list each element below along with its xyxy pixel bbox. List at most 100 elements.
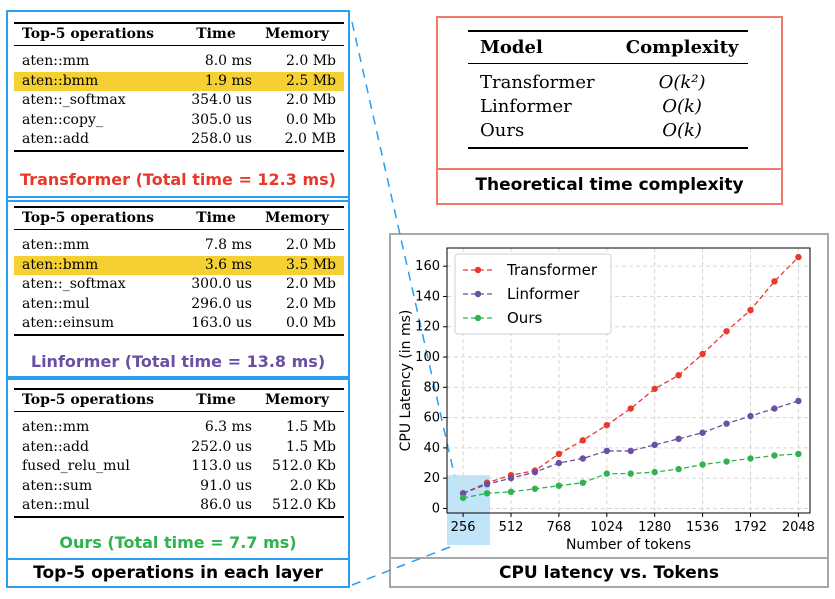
data-point-transformer (723, 328, 730, 335)
table-row: aten::mm 8.0 ms 2.0 Mb (22, 53, 336, 69)
series-line-linformer (462, 400, 799, 494)
data-point-ours (483, 490, 491, 497)
data-point-linformer (555, 459, 563, 467)
data-point-linformer (747, 412, 754, 420)
highlight-region (447, 475, 491, 545)
data-point-transformer (651, 385, 658, 393)
table-row: aten::mul 296.0 us 2.0 Mb (22, 295, 336, 312)
data-point-ours (795, 450, 802, 458)
y-axis-label: CPU Latency (in ms) (398, 310, 414, 452)
x-tick-label: 512 (499, 520, 524, 535)
table-row: aten::mm 6.3 ms 1.5 Mb (22, 419, 336, 435)
connector-line-top (351, 21, 456, 479)
data-point-linformer (507, 474, 515, 482)
data-point-linformer (603, 447, 610, 455)
data-point-transformer (699, 350, 706, 358)
data-point-ours (627, 470, 634, 477)
data-point-ours (555, 482, 563, 489)
data-point-ours (459, 494, 467, 502)
data-point-ours (507, 488, 515, 495)
y-tick-label: 80 (423, 380, 440, 395)
complexity-caption: Theoretical time complexity (475, 175, 744, 195)
table-row: aten::sum 91.0 us 2.0 Kb (22, 477, 336, 494)
table-row: aten::_softmax 300.0 us 2.0 Mb (22, 276, 336, 292)
y-tick-label: 0 (432, 501, 440, 516)
left-panel-caption: Top-5 operations in each layer (33, 563, 323, 583)
data-point-transformer (771, 278, 778, 285)
linformer-ops-box (6, 200, 350, 378)
table-row: Linformer O(k) (480, 95, 702, 117)
series-line-transformer (462, 256, 799, 494)
complexity-header-model: Model (480, 37, 543, 58)
data-point-linformer (651, 441, 658, 449)
ours-caption: Ours (Total time = 7.7 ms) (59, 533, 297, 552)
data-point-transformer (747, 306, 754, 314)
y-tick-label: 100 (415, 350, 440, 365)
data-point-linformer (771, 405, 778, 412)
col-header-time: Time (196, 26, 236, 42)
transformer-caption: Transformer (Total time = 12.3 ms) (20, 170, 336, 189)
data-point-transformer (579, 437, 587, 444)
col-header-memory: Memory (264, 26, 330, 42)
x-tick-label: 256 (451, 520, 476, 535)
x-tick-label: 1792 (734, 520, 767, 535)
y-tick-label: 120 (415, 320, 440, 335)
chart-divider (389, 557, 829, 559)
data-point-ours (675, 465, 682, 473)
table-row: aten::mm 7.8 ms 2.0 Mb (22, 237, 336, 253)
legend-label: Linformer (507, 285, 580, 303)
data-point-transformer (627, 405, 634, 412)
chart-panel (389, 233, 829, 588)
connector-line-bottom (351, 544, 456, 586)
x-tick-label: 1280 (638, 520, 671, 535)
table-row: Ours O(k) (468, 118, 748, 148)
linformer-caption: Linformer (Total time = 13.8 ms) (30, 352, 326, 371)
complexity-header-complexity: Complexity (625, 37, 739, 58)
data-point-linformer (579, 455, 587, 462)
table-row: aten::add 252.0 us 1.5 Mb (22, 438, 336, 455)
data-point-ours (723, 458, 730, 465)
complexity-panel (436, 16, 783, 205)
col-header-op: Top-5 operations (22, 26, 155, 42)
complexity-table: Model Complexity Transformer O(k²) Linfor… (468, 30, 748, 149)
data-point-transformer (795, 253, 802, 261)
data-point-linformer (459, 490, 467, 497)
table-row: fused_relu_mul 113.0 us 512.0 Kb (22, 458, 336, 474)
latency-chart: 0 20 40 60 80 100 120 140 160 256 512 768 1024 1280 15… (398, 247, 815, 553)
table-row-highlighted: aten::bmm 1.9 ms 2.5 Mb (14, 71, 344, 91)
chart-caption: CPU latency vs. Tokens (499, 563, 719, 583)
legend-label: Ours (507, 309, 542, 327)
data-point-ours (771, 452, 778, 459)
data-point-ours (699, 461, 706, 468)
table-row: aten::add 258.0 us 2.0 MB (14, 130, 344, 151)
legend-marker (474, 266, 482, 274)
data-point-linformer (531, 468, 539, 476)
data-point-linformer (627, 447, 634, 455)
x-tick-label: 2048 (782, 520, 815, 535)
data-point-linformer (699, 429, 706, 436)
data-point-linformer (675, 435, 682, 442)
y-tick-label: 40 (423, 441, 440, 456)
table-row: aten::_softmax 354.0 us 2.0 Mb (22, 92, 336, 108)
table-row: aten::einsum 163.0 us 0.0 Mb (14, 314, 344, 335)
x-tick-label: 768 (546, 520, 571, 535)
y-tick-label: 20 (423, 471, 440, 486)
transformer-ops-box (6, 10, 350, 198)
data-point-linformer (795, 397, 802, 405)
data-point-linformer (483, 481, 491, 488)
y-tick-label: 140 (415, 289, 440, 304)
data-point-ours (747, 455, 754, 462)
y-tick-label: 60 (423, 411, 440, 426)
table-row: aten::mul 86.0 us 512.0 Kb (14, 496, 344, 517)
legend-box (454, 253, 612, 335)
data-point-linformer (723, 420, 730, 427)
x-axis-label: Number of tokens (566, 537, 691, 553)
legend-label: Transformer (506, 261, 598, 279)
data-point-transformer (675, 372, 682, 379)
x-tick-label: 1536 (686, 520, 719, 535)
ours-ops-table: Top-5 operations Time Memory aten::mm 6.3… (14, 388, 344, 518)
table-row-highlighted: aten::bmm 3.6 ms 3.5 Mb (14, 255, 344, 275)
data-point-ours (651, 468, 658, 476)
data-point-ours (603, 470, 610, 477)
legend-marker (474, 290, 482, 298)
